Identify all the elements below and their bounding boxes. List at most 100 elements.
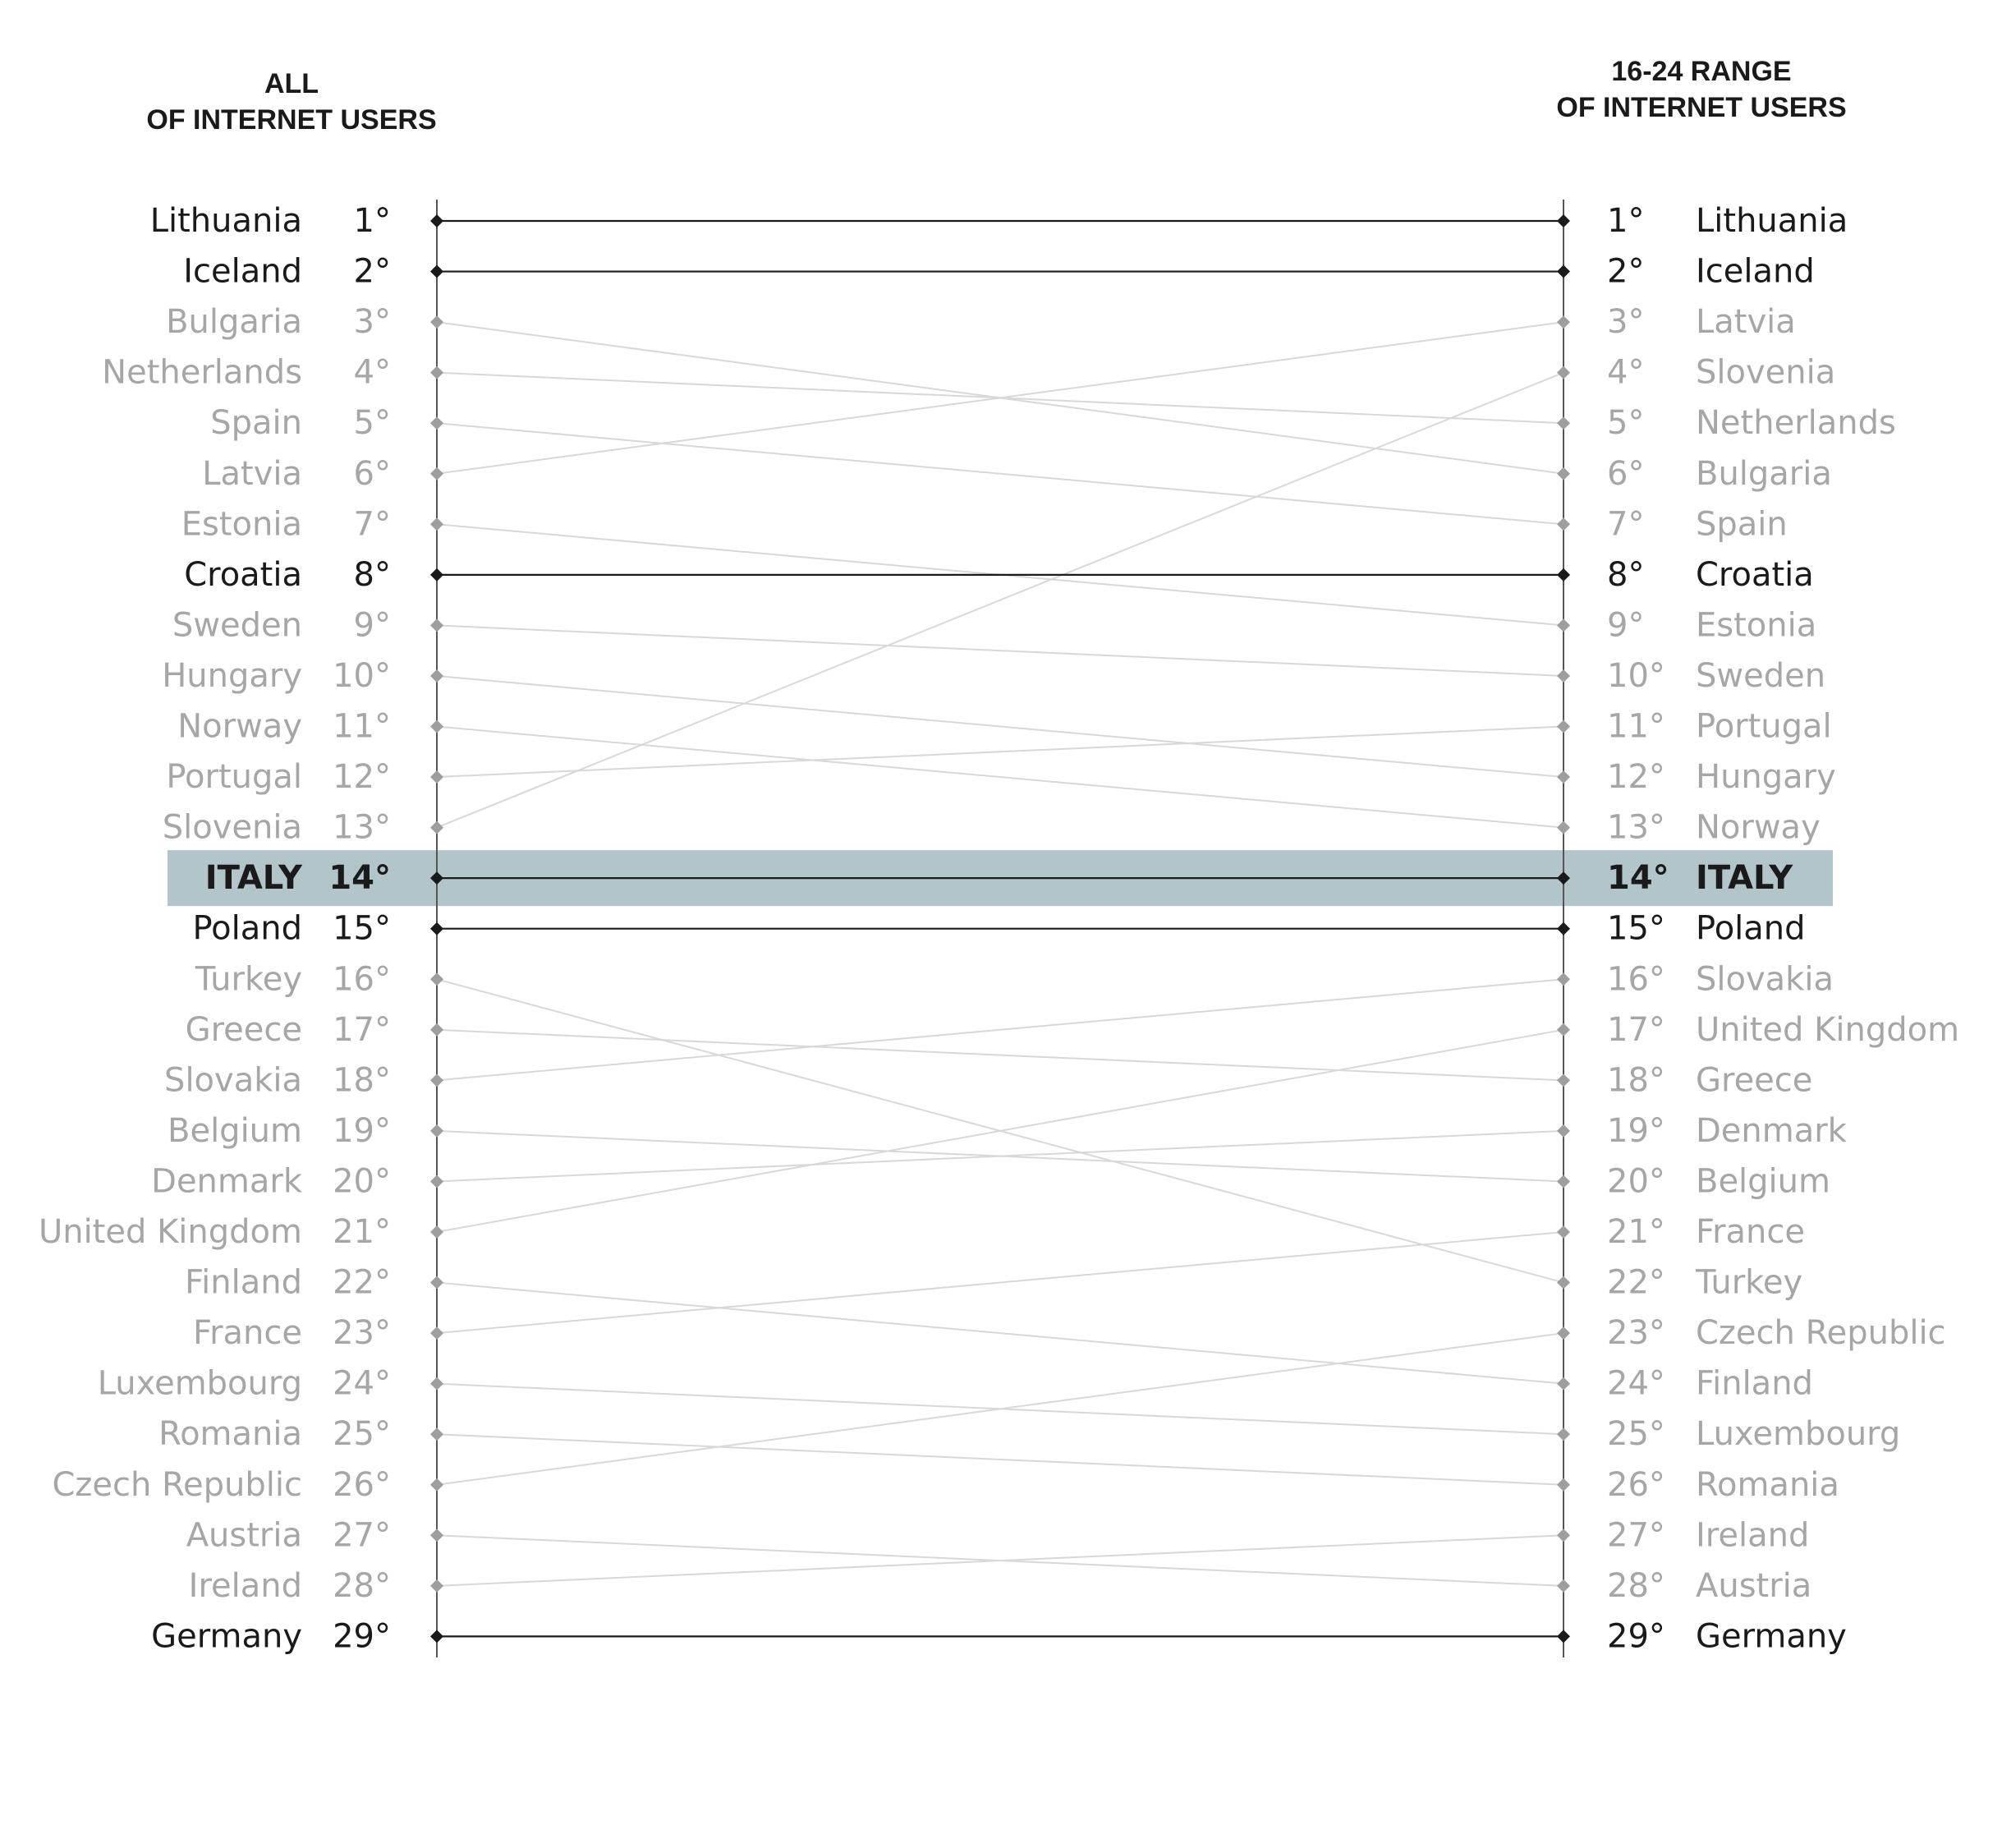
left-country-label-united-kingdom: United Kingdom [39,1213,302,1251]
left-marker-germany [430,1630,443,1643]
left-rank-label-croatia: 8° [354,556,391,594]
left-rank-label-spain: 5° [354,404,391,442]
left-country-label-poland: Poland [192,910,302,948]
right-country-label-united-kingdom: United Kingdom [1696,1011,1959,1049]
right-marker-luxembourg [1557,1427,1570,1441]
left-country-label-austria: Austria [186,1516,302,1554]
left-marker-denmark [430,1175,443,1188]
right-country-label-lithuania: Lithuania [1696,202,1848,240]
left-marker-poland [430,922,443,935]
left-rank-label-lithuania: 1° [354,202,391,240]
left-marker-iceland [430,264,443,278]
left-marker-greece [430,1023,443,1037]
slope-line-spain [436,422,1564,526]
right-country-label-czech-republic: Czech Republic [1696,1314,1946,1352]
left-marker-belgium [430,1124,443,1138]
right-rank-label-norway: 13° [1607,809,1665,847]
left-header-line-2: OF INTERNET USERS [146,104,436,136]
right-country-label-germany: Germany [1696,1617,1847,1655]
slope-line-finland [436,1281,1564,1385]
left-country-label-portugal: Portugal [166,758,302,796]
right-rank-label-austria: 28° [1607,1567,1665,1605]
left-country-label-ireland: Ireland [189,1567,302,1605]
slope-line-ireland [436,1534,1564,1587]
right-rank-label-iceland: 2° [1607,253,1644,291]
left-marker-united-kingdom [430,1225,443,1239]
left-marker-estonia [430,517,443,531]
right-rank-label-belgium: 20° [1607,1162,1665,1200]
left-marker-netherlands [430,365,443,379]
slope-line-greece [436,1028,1564,1082]
right-country-label-slovenia: Slovenia [1696,354,1835,392]
left-marker-slovenia [430,821,443,834]
right-rank-label-italy: 14° [1607,859,1669,897]
left-marker-ireland [430,1579,443,1593]
right-rank-label-ireland: 27° [1607,1516,1665,1554]
left-marker-spain [430,416,443,430]
left-country-label-italy: ITALY [205,859,303,897]
left-rank-label-united-kingdom: 21° [333,1213,391,1251]
left-rank-label-slovenia: 13° [333,809,391,847]
right-rank-label-bulgaria: 6° [1607,455,1644,493]
left-rank-label-hungary: 10° [333,657,391,695]
right-rank-label-portugal: 11° [1607,708,1665,746]
slope-line-sweden [436,624,1564,677]
right-marker-czech-republic [1557,1326,1570,1340]
left-country-label-germany: Germany [151,1617,302,1655]
left-rank-label-turkey: 16° [333,960,391,998]
left-country-label-croatia: Croatia [184,556,302,594]
right-marker-romania [1557,1478,1570,1492]
left-country-label-slovakia: Slovakia [164,1061,302,1099]
right-rank-label-slovakia: 16° [1607,960,1665,998]
left-header-line-1: ALL [264,68,319,99]
left-country-label-sweden: Sweden [172,606,302,644]
right-marker-norway [1557,821,1570,834]
right-marker-iceland [1557,264,1570,278]
left-rank-label-austria: 27° [333,1516,391,1554]
right-country-label-hungary: Hungary [1696,758,1836,796]
right-rank-label-netherlands: 5° [1607,404,1644,442]
right-rank-label-spain: 7° [1607,505,1644,543]
slope-line-slovakia [436,978,1564,1082]
left-rank-label-italy: 14° [328,859,391,897]
right-country-label-romania: Romania [1696,1466,1839,1504]
left-rank-label-finland: 22° [333,1264,391,1302]
right-country-label-denmark: Denmark [1696,1112,1848,1150]
right-country-label-latvia: Latvia [1696,303,1796,341]
left-country-label-finland: Finland [185,1264,302,1302]
right-country-label-poland: Poland [1696,910,1806,948]
left-country-label-slovenia: Slovenia [163,809,302,847]
right-country-label-luxembourg: Luxembourg [1696,1415,1900,1453]
right-marker-bulgaria [1557,467,1570,480]
right-marker-ireland [1557,1529,1570,1542]
right-rank-label-lithuania: 1° [1607,202,1644,240]
left-country-label-hungary: Hungary [162,657,302,695]
right-country-label-netherlands: Netherlands [1696,404,1896,442]
right-marker-italy [1557,871,1570,885]
left-country-label-netherlands: Netherlands [102,354,302,392]
left-marker-bulgaria [430,315,443,329]
left-rank-label-sweden: 9° [354,606,391,644]
slope-line-romania [436,1433,1564,1486]
right-marker-finland [1557,1377,1570,1391]
right-country-label-portugal: Portugal [1696,708,1832,746]
right-rank-label-greece: 18° [1607,1061,1665,1099]
right-rank-label-finland: 24° [1607,1365,1665,1403]
left-country-label-romania: Romania [158,1415,302,1453]
left-marker-portugal [430,770,443,784]
left-country-label-bulgaria: Bulgaria [166,303,302,341]
left-rank-label-france: 23° [333,1314,391,1352]
left-marker-romania [430,1427,443,1441]
right-rank-label-sweden: 10° [1607,657,1665,695]
right-country-label-spain: Spain [1696,505,1788,543]
rank-markers [430,214,1570,1643]
right-marker-belgium [1557,1175,1570,1188]
left-country-label-lithuania: Lithuania [150,202,302,240]
right-marker-slovenia [1557,365,1570,379]
right-marker-united-kingdom [1557,1023,1570,1037]
right-country-label-bulgaria: Bulgaria [1696,455,1832,493]
left-marker-croatia [430,568,443,582]
right-country-label-slovakia: Slovakia [1696,960,1834,998]
left-marker-czech-republic [430,1478,443,1492]
